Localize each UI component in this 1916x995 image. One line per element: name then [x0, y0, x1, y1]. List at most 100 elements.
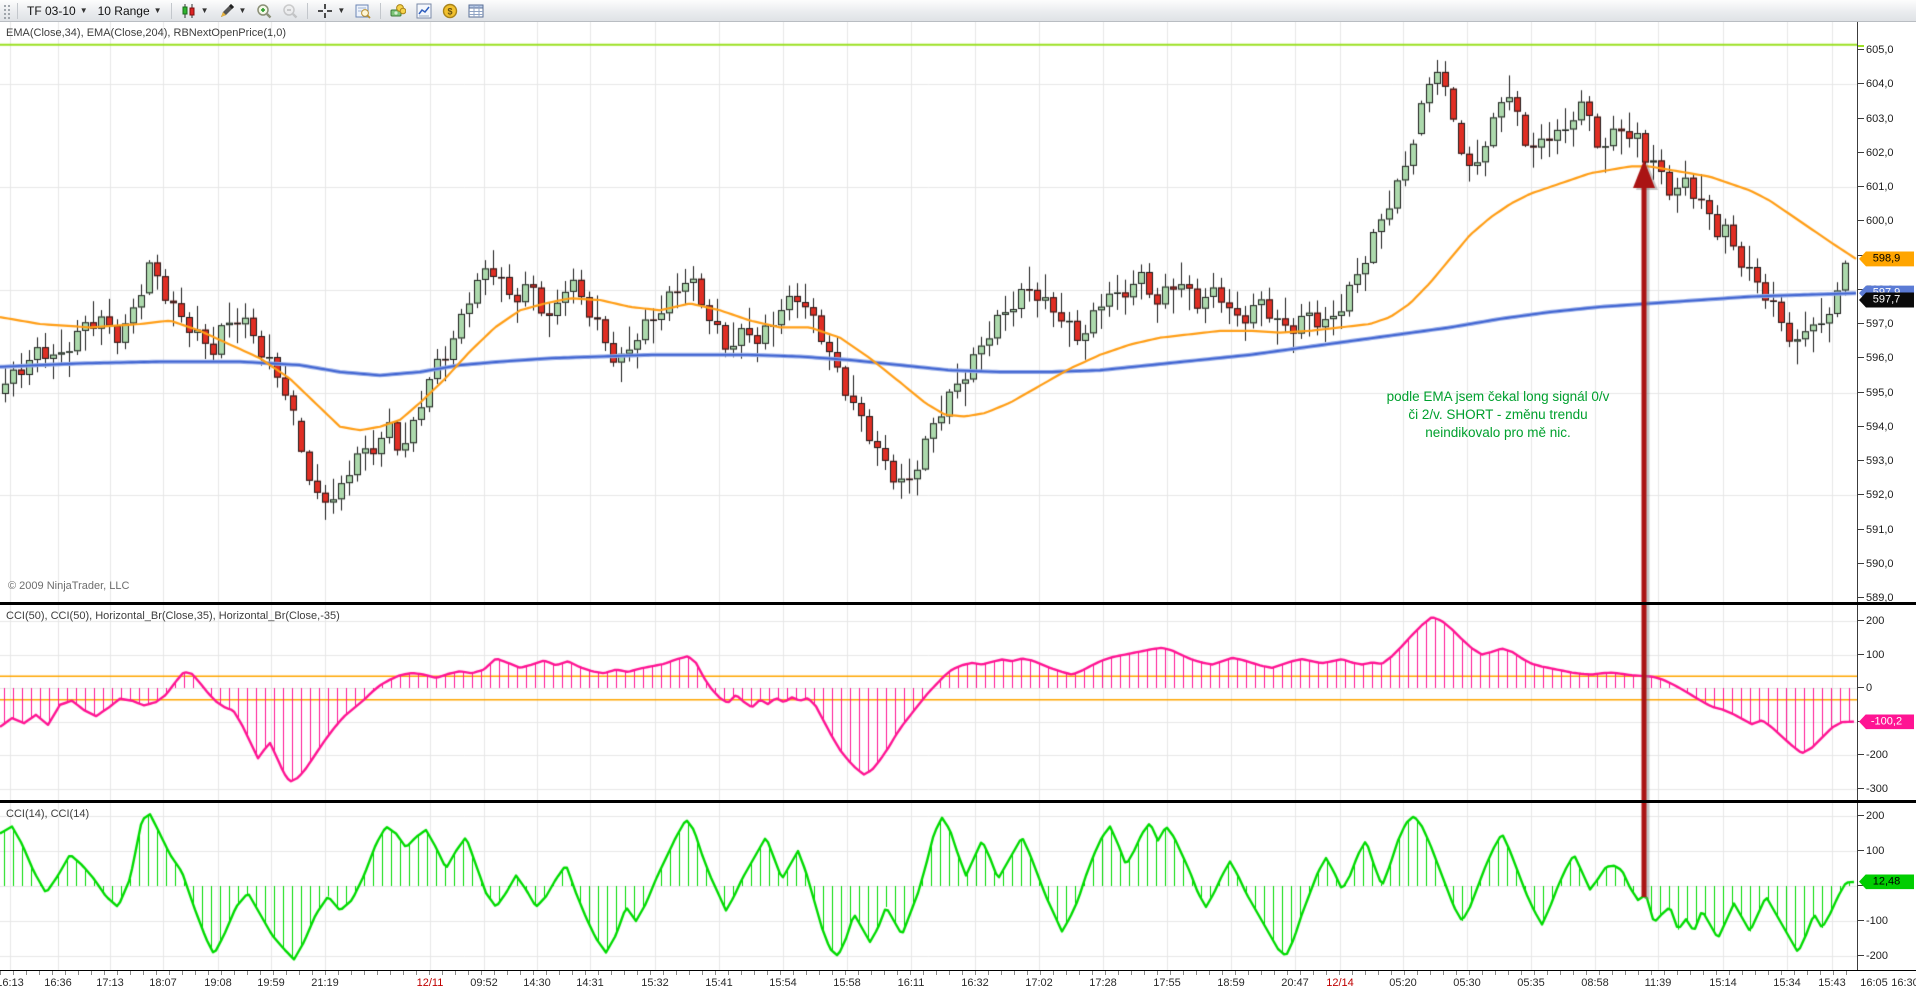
price-axis-tick: 600,0	[1858, 215, 1916, 227]
tick-label: 589,0	[1866, 592, 1894, 604]
time-axis-label: 16:30	[1891, 977, 1916, 989]
tick-dash	[1858, 850, 1864, 851]
time-axis-label: 15:58	[833, 977, 861, 989]
tick-label: 591,0	[1866, 523, 1894, 536]
chevron-down-icon: ▼	[79, 5, 88, 15]
tick-dash	[1858, 653, 1864, 655]
tick-label: -200	[1866, 950, 1889, 962]
price-axis-tick: 590,0	[1858, 558, 1916, 570]
tick-dash	[1858, 220, 1864, 222]
price-axis-tick: -300	[1858, 783, 1916, 795]
price-axis-tick: -200	[1858, 950, 1916, 962]
price-axis-tick: 200	[1858, 810, 1916, 822]
tick-label: 600,0	[1866, 215, 1894, 228]
tick-label: 200	[1866, 615, 1885, 627]
price-marker: 598,9	[1859, 251, 1914, 267]
chart-text-annotation: podle EMA jsem čekal long signál 0/v či …	[1330, 388, 1666, 442]
toolbar-grip[interactable]	[2, 2, 10, 19]
price-axis-tick: 602,0	[1858, 147, 1916, 159]
tick-label: 100	[1866, 648, 1885, 661]
price-axis-tick: 100	[1858, 845, 1916, 857]
svg-text:$: $	[448, 6, 453, 16]
time-axis-label: 21:19	[311, 977, 339, 989]
tick-label: 200	[1866, 810, 1885, 822]
tick-label: 604,0	[1866, 78, 1894, 91]
time-axis-label: 16:36	[44, 977, 72, 989]
time-axis-label: 05:20	[1389, 977, 1417, 989]
time-axis-label: 17:55	[1153, 977, 1181, 989]
account-button[interactable]	[385, 1, 411, 21]
toolbar: TF 03-10 ▼ 10 Range ▼ ▼ ▼ ▼	[0, 0, 1916, 22]
time-axis-label: 15:32	[641, 977, 669, 989]
panel-divider[interactable]	[0, 800, 1916, 803]
price-axis-tick: 593,0	[1858, 455, 1916, 467]
tick-label: 590,0	[1866, 557, 1894, 570]
tick-dash	[1858, 460, 1864, 461]
time-axis-label: 05:35	[1517, 977, 1545, 989]
price-axis-tick: -200	[1858, 749, 1916, 761]
tick-label: 605,0	[1866, 44, 1894, 56]
time-axis-label: 16:05	[1860, 977, 1888, 989]
tick-label: -200	[1866, 749, 1889, 761]
price-marker: 597,7	[1859, 292, 1914, 308]
candlestick-icon	[181, 3, 197, 19]
price-marker: -100,2	[1859, 714, 1914, 730]
time-axis-label: 05:30	[1453, 977, 1481, 989]
time-axis-label: 11:39	[1644, 977, 1672, 989]
time-axis-label: 12/14	[1326, 977, 1354, 989]
price-axis-tick: 591,0	[1858, 524, 1916, 536]
tick-label: 594,0	[1866, 420, 1894, 433]
tick-dash	[1858, 687, 1864, 688]
price-axis-tick: 594,0	[1858, 421, 1916, 433]
tick-dash	[1858, 391, 1864, 393]
price-marker: 12,48	[1859, 874, 1914, 890]
money-icon	[390, 3, 407, 19]
tick-dash	[1858, 117, 1864, 119]
zoom-out-icon	[282, 3, 298, 19]
zoom-in-button[interactable]	[251, 1, 277, 21]
data-box-button[interactable]	[350, 1, 376, 21]
tick-label: 596,0	[1866, 352, 1894, 365]
time-axis-label: 18:07	[149, 977, 177, 989]
time-axis-label: 16:11	[897, 977, 925, 989]
tick-dash	[1858, 815, 1864, 816]
crosshair-button[interactable]: ▼	[312, 1, 350, 21]
tick-dash	[1858, 787, 1864, 789]
tick-dash	[1858, 597, 1864, 598]
time-axis-label: 16:13	[0, 977, 24, 989]
price-axis-tick: 200	[1858, 615, 1916, 627]
tick-dash	[1858, 620, 1864, 621]
coin-dollar-icon: $	[442, 3, 458, 19]
time-axis-label: 16:32	[961, 977, 989, 989]
chart-trader-button[interactable]	[411, 1, 437, 21]
zoom-out-button[interactable]	[277, 1, 303, 21]
panel-divider[interactable]	[0, 602, 1916, 605]
cci14-panel-indicator-label: CCI(14), CCI(14)	[6, 808, 90, 820]
zoom-in-icon	[256, 3, 272, 19]
drawing-tools-button[interactable]: ▼	[214, 1, 252, 21]
pencil-icon	[219, 3, 235, 19]
chart-style-button[interactable]: ▼	[176, 1, 214, 21]
time-axis-minor-ticks	[0, 971, 1857, 975]
interval-selector[interactable]: 10 Range ▼	[93, 2, 167, 20]
time-axis[interactable]: 16:13 16:36 17:13 18:07 19:08 19:59 21:19 12/11…	[0, 971, 1916, 995]
tick-dash	[1858, 288, 1864, 290]
price-axis-tick: 603,0	[1858, 113, 1916, 125]
time-axis-label: 17:13	[96, 977, 124, 989]
tick-dash	[1858, 528, 1864, 530]
time-axis-label: 15:34	[1773, 977, 1801, 989]
tick-dash	[1858, 323, 1864, 324]
chart-plot-canvas[interactable]	[0, 22, 1857, 971]
price-axis-tick: -100	[1858, 915, 1916, 927]
time-axis-label: 15:14	[1709, 977, 1737, 989]
mini-chart-icon	[416, 3, 432, 19]
instrument-selector[interactable]: TF 03-10 ▼	[22, 2, 93, 20]
separator	[307, 2, 309, 19]
simulated-dollar-button[interactable]: $	[437, 1, 463, 21]
tick-dash	[1858, 49, 1864, 50]
market-analyzer-button[interactable]	[463, 1, 489, 21]
price-axis[interactable]: 605,0604,0603,0602,0601,0600,0599,0598,0…	[1857, 22, 1916, 971]
crosshair-icon	[317, 3, 333, 19]
price-axis-tick: 592,0	[1858, 489, 1916, 501]
tick-dash	[1858, 254, 1864, 256]
